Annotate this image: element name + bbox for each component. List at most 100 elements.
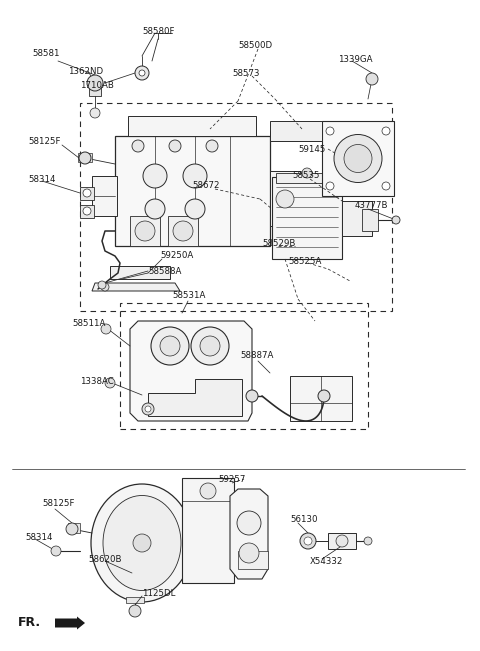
Circle shape [98, 281, 106, 289]
Text: 58125F: 58125F [42, 499, 74, 508]
Ellipse shape [103, 495, 181, 590]
Bar [89, 82, 101, 96]
Circle shape [79, 152, 91, 164]
Circle shape [135, 66, 149, 80]
Bar [130, 216, 160, 246]
Bar [238, 551, 268, 569]
Circle shape [237, 511, 261, 535]
Circle shape [145, 406, 151, 412]
Text: 58581: 58581 [32, 49, 60, 57]
Circle shape [90, 108, 100, 118]
Polygon shape [270, 121, 322, 141]
Text: 58500D: 58500D [238, 42, 272, 51]
Circle shape [191, 327, 229, 365]
Text: FR.: FR. [18, 616, 41, 630]
Text: 58620B: 58620B [88, 555, 121, 564]
Circle shape [183, 164, 207, 188]
Circle shape [326, 127, 334, 135]
Bar [168, 216, 198, 246]
Text: 58314: 58314 [25, 533, 52, 542]
Text: 1125DL: 1125DL [142, 589, 175, 598]
Circle shape [246, 390, 258, 402]
Circle shape [160, 336, 180, 356]
Text: 58535: 58535 [292, 171, 320, 180]
Text: 59257: 59257 [218, 475, 245, 484]
Circle shape [133, 534, 151, 552]
Bar [68, 523, 80, 533]
Circle shape [101, 283, 109, 291]
Bar [92, 176, 117, 216]
Circle shape [200, 483, 216, 499]
Circle shape [364, 537, 372, 545]
Bar [115, 136, 270, 246]
Bar [270, 171, 300, 226]
Circle shape [336, 535, 348, 547]
Circle shape [83, 207, 91, 215]
Circle shape [139, 70, 145, 76]
Bar [290, 376, 352, 421]
Circle shape [135, 221, 155, 241]
Circle shape [366, 73, 378, 85]
Bar [272, 177, 342, 259]
FancyArrow shape [55, 616, 85, 630]
Text: 58580F: 58580F [142, 27, 175, 36]
Circle shape [304, 537, 312, 545]
Bar [120, 303, 368, 429]
Text: 58531A: 58531A [172, 292, 205, 301]
Text: 1710AB: 1710AB [80, 81, 114, 90]
Circle shape [51, 546, 61, 556]
Text: 59145: 59145 [298, 145, 325, 154]
Circle shape [169, 140, 181, 152]
Circle shape [185, 199, 205, 219]
Polygon shape [230, 489, 268, 579]
Text: 58573: 58573 [232, 68, 260, 77]
Circle shape [326, 182, 334, 190]
Bar [362, 209, 378, 231]
Circle shape [382, 182, 390, 190]
Circle shape [173, 221, 193, 241]
Polygon shape [92, 283, 180, 291]
Text: 1339GA: 1339GA [338, 55, 372, 64]
Polygon shape [130, 321, 252, 421]
Text: 58511A: 58511A [72, 318, 106, 327]
Circle shape [143, 164, 167, 188]
Circle shape [200, 336, 220, 356]
Circle shape [129, 605, 141, 617]
Bar [80, 187, 94, 200]
Bar [322, 121, 394, 196]
Circle shape [142, 403, 154, 415]
Circle shape [87, 75, 103, 91]
Bar [276, 173, 338, 183]
Polygon shape [110, 266, 170, 279]
Circle shape [132, 140, 144, 152]
Text: X54332: X54332 [310, 557, 343, 566]
Bar [342, 201, 372, 236]
Circle shape [145, 199, 165, 219]
Bar [328, 533, 356, 549]
Ellipse shape [91, 484, 193, 602]
Text: 1362ND: 1362ND [68, 66, 103, 76]
Circle shape [206, 140, 218, 152]
Bar [78, 153, 92, 162]
Circle shape [151, 327, 189, 365]
Text: 1338AC: 1338AC [80, 376, 114, 385]
Circle shape [239, 543, 259, 563]
Text: 58529B: 58529B [262, 238, 295, 247]
Bar [126, 597, 144, 603]
Bar [128, 116, 256, 136]
Circle shape [66, 523, 78, 535]
Circle shape [392, 216, 400, 224]
Text: 59250A: 59250A [160, 251, 193, 260]
Text: 58125F: 58125F [28, 137, 60, 146]
Circle shape [83, 189, 91, 197]
Circle shape [105, 378, 115, 388]
Circle shape [318, 390, 330, 402]
Text: 43777B: 43777B [355, 202, 388, 210]
Text: 58314: 58314 [28, 174, 56, 184]
Circle shape [276, 190, 294, 208]
Bar [80, 205, 94, 218]
Bar [80, 103, 392, 311]
Circle shape [302, 168, 312, 178]
Text: 56130: 56130 [290, 514, 317, 523]
Polygon shape [182, 478, 234, 583]
